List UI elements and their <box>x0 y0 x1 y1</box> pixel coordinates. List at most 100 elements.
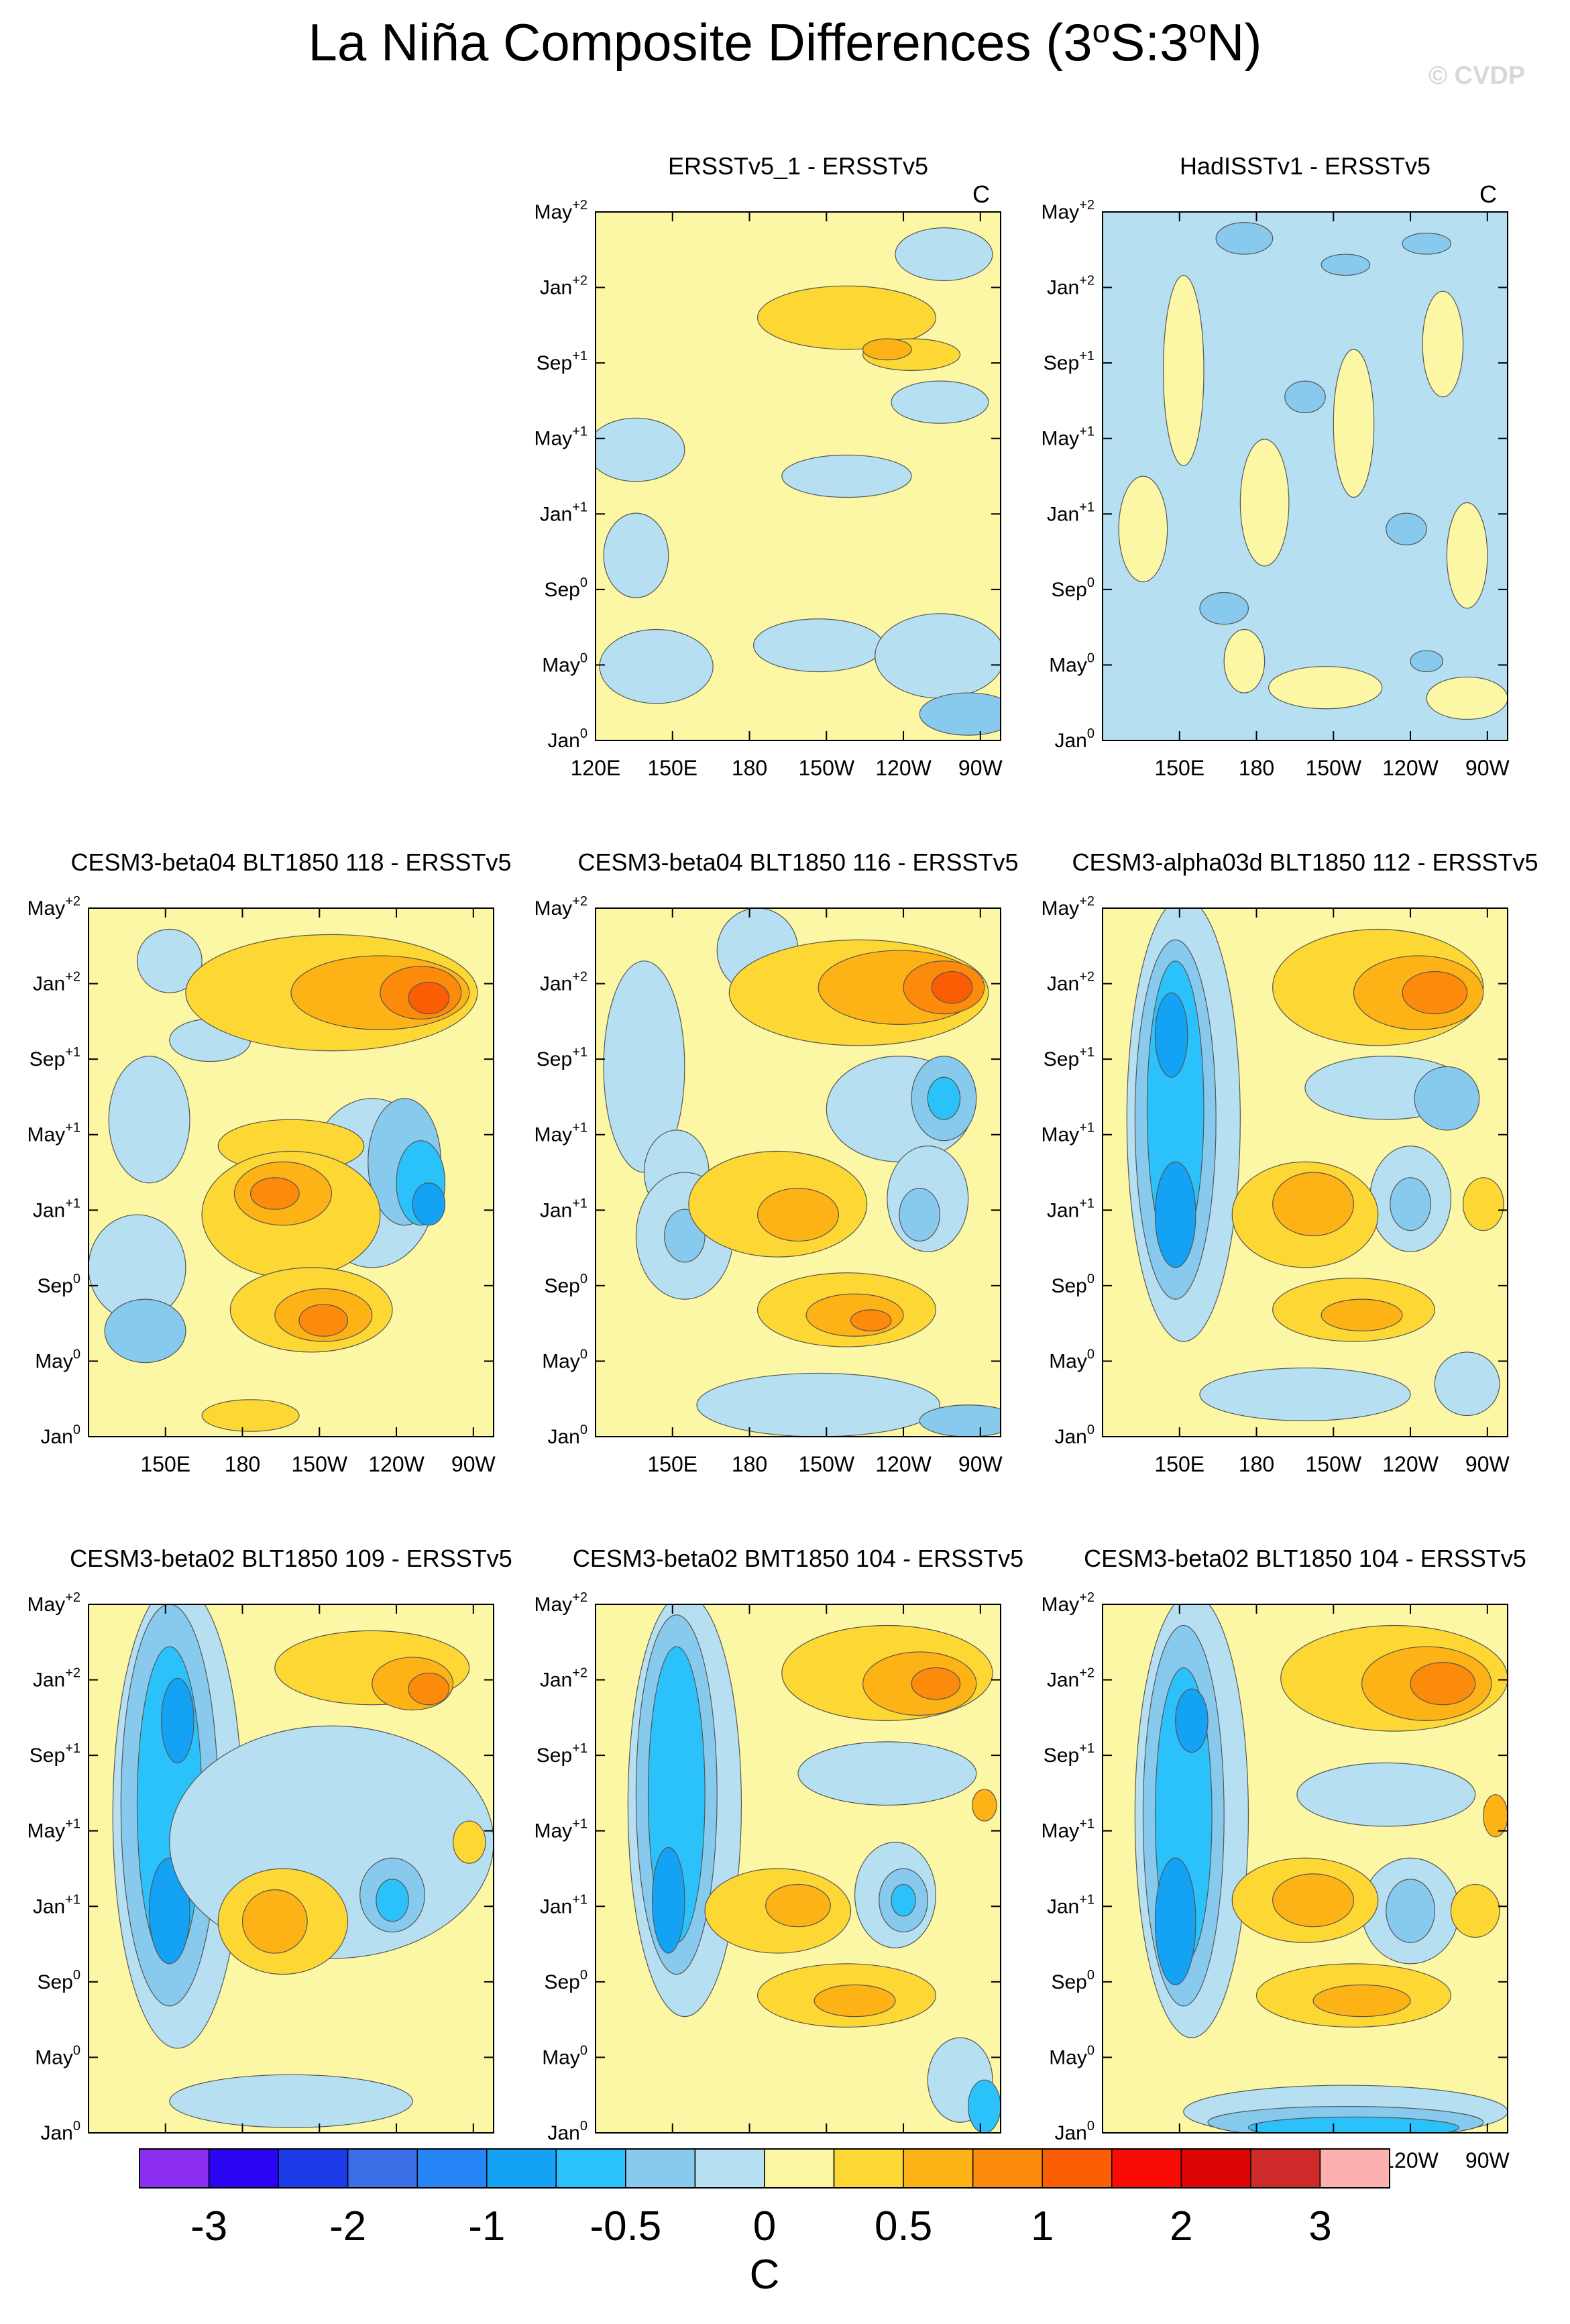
contour-blob <box>1402 971 1468 1015</box>
panel-2: HadISSTv1 - ERSSTv5CJan0May0Sep0Jan+1May… <box>1042 152 1510 780</box>
y-tick-label: May0 <box>35 1347 80 1372</box>
heatmap-field <box>596 1604 1001 2133</box>
panel-frame <box>1102 907 1508 1437</box>
x-tick-label: 90W <box>1465 1452 1510 1476</box>
contour-blob <box>136 928 203 993</box>
panel-frame <box>1102 211 1508 741</box>
contour-blob <box>931 971 973 1004</box>
colorbar-swatch <box>208 2148 279 2189</box>
contour-blob <box>1426 676 1508 720</box>
panel-frame <box>1102 1604 1508 2134</box>
contour-blob <box>1414 1066 1480 1131</box>
colorbar-swatch <box>1042 2148 1113 2189</box>
colorbar-swatch <box>416 2148 488 2189</box>
colorbar-swatch <box>903 2148 974 2189</box>
heatmap-field <box>596 212 1001 740</box>
colorbar-swatch <box>1111 2148 1182 2189</box>
x-tick-label: 180 <box>732 756 767 780</box>
contour-blob <box>1199 1367 1411 1421</box>
colorbar-swatch <box>555 2148 626 2189</box>
panel-frame <box>595 1604 1001 2134</box>
contour-blob <box>972 1789 997 1822</box>
contour-blob <box>201 1399 300 1432</box>
contour-blob <box>1223 628 1266 694</box>
contour-blob <box>1422 290 1464 398</box>
contour-blob <box>1154 992 1188 1078</box>
x-tick-label: 150W <box>1305 756 1361 780</box>
contour-blob <box>453 1820 486 1864</box>
contour-blob <box>651 1846 685 1954</box>
contour-blob <box>895 227 993 282</box>
panel-frame <box>88 1604 494 2134</box>
panel-title: CESM3-beta04 BLT1850 118 - ERSSTv5 <box>71 848 512 876</box>
panel-7: CESM3-beta02 BMT1850 104 - ERSSTv5Jan0Ma… <box>535 1545 1024 2172</box>
contour-blob <box>1333 349 1375 498</box>
contour-blob <box>1268 666 1383 710</box>
contour-blob <box>1154 1857 1196 1985</box>
y-tick-label: Sep0 <box>1051 575 1095 601</box>
colorbar-swatch <box>625 2148 696 2189</box>
colorbar-swatch <box>694 2148 765 2189</box>
x-tick-label: 120E <box>571 756 621 780</box>
contour-blob <box>149 1857 190 1965</box>
x-tick-label: 180 <box>1239 756 1274 780</box>
x-tick-label: 150E <box>647 756 697 780</box>
contour-blob <box>599 628 714 704</box>
y-tick-label: May0 <box>542 1347 587 1372</box>
contour-blob <box>756 1188 839 1242</box>
panel-title: HadISSTv1 - ERSSTv5 <box>1180 152 1431 180</box>
contour-blob <box>927 1076 961 1120</box>
panel-title: CESM3-beta02 BLT1850 109 - ERSSTv5 <box>70 1545 512 1572</box>
contour-blob <box>161 1677 194 1764</box>
contour-blob <box>850 1309 892 1332</box>
contour-blob <box>1272 1873 1355 1928</box>
contour-blob <box>1272 1172 1355 1237</box>
y-tick-label: May0 <box>35 2043 80 2068</box>
panel-frame <box>595 907 1001 1437</box>
contour-blob <box>412 1182 446 1226</box>
contour-blob <box>1321 254 1371 276</box>
x-tick-label: 180 <box>225 1452 260 1476</box>
contour-blob <box>1163 274 1204 466</box>
y-tick-label: May0 <box>1049 1347 1095 1372</box>
panel-8: CESM3-beta02 BLT1850 104 - ERSSTv5Jan0Ma… <box>1042 1545 1526 2172</box>
x-tick-label: 120W <box>1382 2148 1439 2172</box>
x-tick-label: 180 <box>1239 1452 1274 1476</box>
y-tick-label: Jan+1 <box>1047 1196 1095 1221</box>
y-tick-label: May+2 <box>1042 198 1095 223</box>
x-tick-label: 90W <box>1465 756 1510 780</box>
colorbar-label: -0.5 <box>590 2203 661 2250</box>
colorbar-unit: C <box>750 2252 780 2298</box>
contour-blob <box>1410 650 1443 673</box>
x-tick-label: 150E <box>647 1452 697 1476</box>
x-tick-label: 120W <box>368 1452 425 1476</box>
colorbar-label: -3 <box>190 2203 227 2250</box>
colorbar-label: 1 <box>1031 2203 1054 2250</box>
contour-blob <box>408 981 450 1015</box>
colorbar-swatch <box>139 2148 210 2189</box>
x-tick-label: 120W <box>875 1452 932 1476</box>
contour-blob <box>1284 380 1326 414</box>
contour-blob <box>1462 1177 1504 1231</box>
panel-title: CESM3-beta02 BLT1850 104 - ERSSTv5 <box>1084 1545 1526 1572</box>
contour-blob <box>1175 1688 1209 1753</box>
x-tick-label: 150E <box>1154 1452 1204 1476</box>
contour-blob <box>1434 1351 1500 1417</box>
x-tick-label: 90W <box>451 1452 496 1476</box>
contour-blob <box>108 1056 190 1184</box>
x-tick-label: 180 <box>732 1452 767 1476</box>
panel-4: CESM3-beta04 BLT1850 116 - ERSSTv5Jan0Ma… <box>535 848 1019 1476</box>
heatmap-field <box>89 1604 494 2133</box>
colorbar-label: 3 <box>1308 2203 1331 2250</box>
unit-label: C <box>1479 180 1497 208</box>
contour-blob <box>781 454 912 498</box>
contour-blob <box>756 285 936 350</box>
y-tick-label: May+2 <box>535 894 588 920</box>
panel-6: CESM3-beta02 BLT1850 109 - ERSSTv5Jan0Ma… <box>27 1545 512 2172</box>
heatmap-field <box>1103 908 1508 1437</box>
contour-blob <box>911 1667 961 1700</box>
contour-blob <box>1118 476 1168 583</box>
heatmap-field <box>596 908 1001 1437</box>
contour-blob <box>1296 1762 1476 1827</box>
